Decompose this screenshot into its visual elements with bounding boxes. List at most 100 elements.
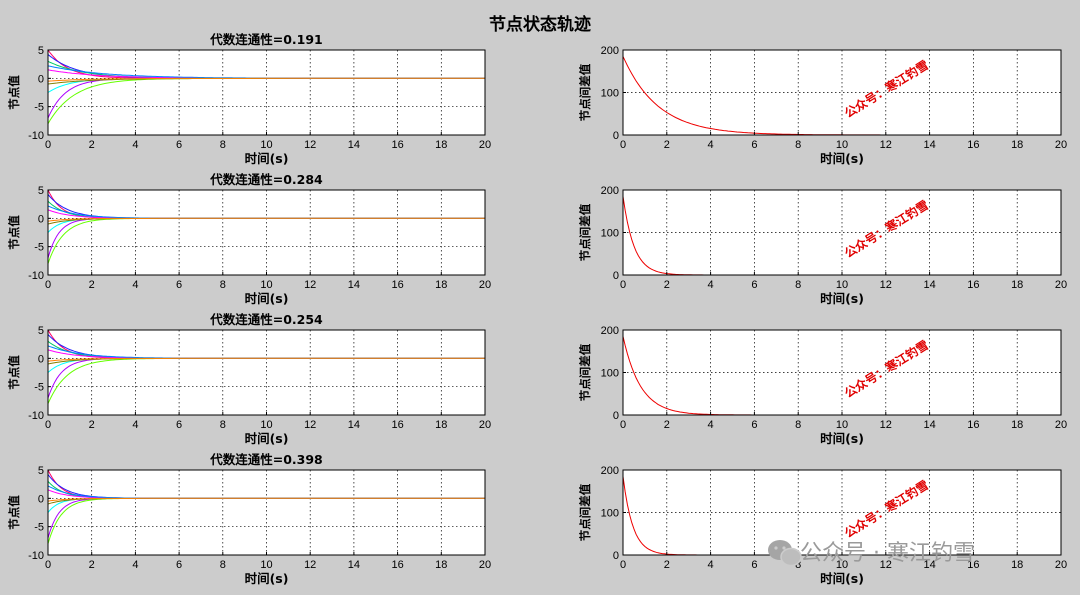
- chart-3-state-xtick-label: 14: [348, 419, 360, 431]
- chart-3-error-xtick-label: 16: [967, 419, 979, 431]
- chart-3-state-xtick-label: 2: [89, 419, 95, 431]
- chart-4-state-ytick-label: 5: [38, 465, 44, 477]
- chart-1-error-ytick-label: 200: [601, 45, 619, 57]
- chart-2-state-plot-area: [48, 190, 485, 275]
- chart-2-state-ytick-label: 0: [38, 213, 44, 225]
- chart-4-state-title: 代数连通性=0.398: [209, 452, 323, 467]
- chart-3-state-plot-area: [48, 330, 485, 415]
- chart-3-error-xtick-label: 0: [620, 419, 626, 431]
- chart-1-state-xtick-label: 10: [260, 139, 272, 151]
- chart-2-state-xtick-label: 2: [89, 279, 95, 291]
- chart-2-error-xtick-label: 4: [708, 279, 714, 291]
- chart-2-error-ytick-label: 200: [601, 185, 619, 197]
- chart-2-error-ytick-label: 100: [601, 228, 619, 240]
- chart-3-state-ylabel: 节点值: [7, 355, 21, 390]
- chart-1-error-ytick-label: 100: [601, 88, 619, 100]
- chart-4-error-ytick-label: 200: [601, 465, 619, 477]
- chart-2-error-xtick-label: 14: [923, 279, 935, 291]
- chart-4-state-ytick-label: 0: [38, 493, 44, 505]
- chart-4-error-ytick-label: 100: [601, 508, 619, 520]
- chart-1-state-xtick-label: 0: [45, 139, 51, 151]
- chart-4-state-ytick-label: -5: [34, 522, 44, 534]
- chart-2-state-ylabel: 节点值: [7, 215, 21, 250]
- chart-2-state-xtick-label: 18: [435, 279, 447, 291]
- chart-4-state-plot-area: [48, 470, 485, 555]
- chart-2-state-ytick-label: -5: [34, 242, 44, 254]
- chart-3-state-xtick-label: 20: [479, 419, 491, 431]
- chart-3-state-ytick-label: 0: [38, 353, 44, 365]
- chart-4-error-xtick-label: 10: [836, 559, 848, 571]
- chart-1-error-xtick-label: 16: [967, 139, 979, 151]
- chart-3-state-ytick-label: -5: [34, 382, 44, 394]
- chart-3-state-xtick-label: 0: [45, 419, 51, 431]
- chart-3-error-ytick-label: 0: [613, 410, 619, 422]
- chart-3-error-xtick-label: 6: [751, 419, 757, 431]
- chart-4-state-xtick-label: 2: [89, 559, 95, 571]
- chart-3-state-xtick-label: 18: [435, 419, 447, 431]
- chart-3-state-ytick-label: -10: [28, 410, 44, 422]
- chart-1-state-ytick-label: -10: [28, 130, 44, 142]
- chart-2-error-xtick-label: 0: [620, 279, 626, 291]
- chart-2-error-xtick-label: 6: [751, 279, 757, 291]
- chart-3-error-xlabel: 时间(s): [820, 431, 864, 446]
- chart-4-error-xtick-label: 14: [923, 559, 935, 571]
- chart-2-error-xlabel: 时间(s): [820, 291, 864, 306]
- chart-1-state-ytick-label: 5: [38, 45, 44, 57]
- chart-1-error-ylabel: 节点间差值: [578, 63, 592, 121]
- chart-4-state-xtick-label: 16: [391, 559, 403, 571]
- chart-1-state-ytick-label: 0: [38, 73, 44, 85]
- chart-1-error-xtick-label: 4: [708, 139, 714, 151]
- chart-2-state-xtick-label: 12: [304, 279, 316, 291]
- chart-3-state-xlabel: 时间(s): [245, 431, 289, 446]
- chart-2-state-xtick-label: 8: [220, 279, 226, 291]
- chart-4-error-xtick-label: 16: [967, 559, 979, 571]
- chart-3-error-xtick-label: 8: [795, 419, 801, 431]
- chart-2-state-xtick-label: 6: [176, 279, 182, 291]
- chart-4-error-xtick-label: 2: [664, 559, 670, 571]
- chart-2-state-ytick-label: 5: [38, 185, 44, 197]
- chart-4-state-xtick-label: 8: [220, 559, 226, 571]
- chart-1-error-xtick-label: 12: [880, 139, 892, 151]
- chart-1-state-ytick-label: -5: [34, 102, 44, 114]
- chart-2-error-xtick-label: 18: [1011, 279, 1023, 291]
- chart-3-error-xtick-label: 4: [708, 419, 714, 431]
- chart-1-state-xtick-label: 12: [304, 139, 316, 151]
- chart-2-state: 0 2 4 6 8 10 12 14 16 18 20 5 0 -5 -10 代数连通性=0.284 时间(s)…: [7, 172, 491, 306]
- chart-3-error-xtick-label: 2: [664, 419, 670, 431]
- chart-1-state-ylabel: 节点值: [7, 75, 21, 110]
- chart-1-error-xtick-label: 18: [1011, 139, 1023, 151]
- chart-4-state-series-10: [47, 497, 485, 502]
- chart-1-state-xtick-label: 14: [348, 139, 360, 151]
- chart-3-error-xtick-label: 20: [1055, 419, 1067, 431]
- chart-2-state-xtick-label: 4: [132, 279, 138, 291]
- chart-1-error-xlabel: 时间(s): [820, 151, 864, 166]
- chart-4-error-xtick-label: 0: [620, 559, 626, 571]
- chart-4-state-ylabel: 节点值: [7, 495, 21, 530]
- chart-1-state-xtick-label: 18: [435, 139, 447, 151]
- chart-4-error-ylabel: 节点间差值: [578, 483, 592, 541]
- chart-1-state-xlabel: 时间(s): [245, 151, 289, 166]
- chart-1-state-xtick-label: 16: [391, 139, 403, 151]
- chart-grid: 0 2 4 6 8 10 12 14 16 18 2050-5-10代数连通性=0.191时间(s)…: [7, 32, 1067, 586]
- chart-1-state: 0 2 4 6 8 10 12 14 16 18 20 5 0 -5 -10 代数连通性=0.191 时间(s)…: [7, 32, 491, 166]
- chart-1-error-xtick-label: 20: [1055, 139, 1067, 151]
- chart-1-state-title: 代数连通性=0.191: [209, 32, 323, 47]
- chart-3-error-ytick-label: 200: [601, 325, 619, 337]
- chart-4-state-xtick-label: 4: [132, 559, 138, 571]
- chart-2-error-xtick-label: 12: [880, 279, 892, 291]
- chart-2-error-xtick-label: 16: [967, 279, 979, 291]
- chart-3-error-xtick-label: 12: [880, 419, 892, 431]
- chart-4-state-xlabel: 时间(s): [245, 571, 289, 586]
- chart-4-error-xlabel: 时间(s): [820, 571, 864, 586]
- chart-1-state-xtick-label: 8: [220, 139, 226, 151]
- chart-4-state-xtick-label: 18: [435, 559, 447, 571]
- chart-4-error-xtick-label: 6: [751, 559, 757, 571]
- chart-3-state-series-10: [47, 357, 485, 362]
- chart-4-state-xtick-label: 14: [348, 559, 360, 571]
- chart-3-state: 0 2 4 6 8 10 12 14 16 18 20 5 0 -5 -10 代数连通性=0.254 时间(s)…: [7, 312, 491, 446]
- chart-4-state-xtick-label: 12: [304, 559, 316, 571]
- chart-2-state-xtick-label: 14: [348, 279, 360, 291]
- chart-3-error-xtick-label: 14: [923, 419, 935, 431]
